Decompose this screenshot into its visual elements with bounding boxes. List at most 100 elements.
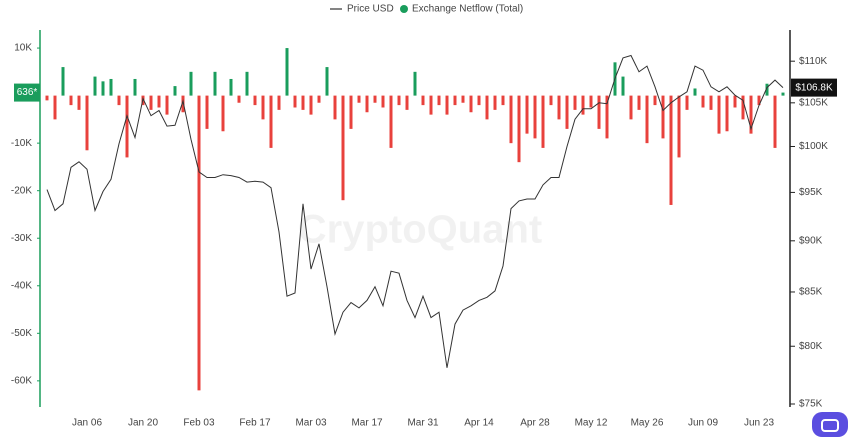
bar	[493, 95, 497, 110]
bar	[733, 95, 737, 108]
bar	[125, 95, 129, 158]
bar	[653, 95, 657, 106]
bar	[645, 95, 649, 144]
y2-tick-label: $95K	[799, 187, 823, 198]
bar	[77, 95, 81, 110]
y2-tick-label: $105K	[799, 97, 828, 108]
last-price-box	[791, 78, 837, 97]
legend-label: Exchange Netflow (Total)	[412, 4, 523, 15]
bar	[717, 95, 721, 134]
bar	[341, 95, 345, 201]
bar	[597, 95, 601, 129]
x-tick-label: Mar 17	[351, 418, 383, 429]
bar	[589, 95, 593, 108]
bar	[661, 95, 665, 139]
x-tick-label: Jan 20	[128, 418, 158, 429]
last-value-label: 636*	[17, 87, 38, 98]
bar	[317, 95, 321, 103]
bar	[517, 95, 521, 163]
bar	[621, 76, 625, 96]
x-tick-label: Feb 17	[239, 418, 271, 429]
bar	[157, 95, 161, 108]
bar	[581, 95, 585, 115]
bar	[725, 95, 729, 132]
bar	[309, 95, 313, 115]
chat-button[interactable]	[812, 412, 848, 437]
x-tick-label: Mar 03	[295, 418, 327, 429]
bar	[541, 95, 545, 148]
y2-tick-label: $100K	[799, 141, 828, 152]
x-tick-label: Jun 23	[744, 418, 774, 429]
y2-tick-label: $110K	[799, 56, 828, 67]
bar	[565, 95, 569, 129]
bar	[533, 95, 537, 139]
price-line	[46, 54, 784, 368]
bar	[365, 95, 369, 113]
y-tick-label: -10K	[11, 138, 32, 149]
bar	[549, 95, 553, 106]
bar	[301, 95, 305, 110]
bar	[397, 95, 401, 106]
bar	[253, 95, 257, 106]
y-tick-label: -20K	[11, 185, 32, 196]
bar	[477, 95, 481, 106]
bar	[325, 67, 329, 96]
bar	[709, 95, 713, 110]
bar	[557, 95, 561, 120]
bar	[85, 95, 89, 151]
x-tick-label: May 12	[575, 418, 608, 429]
bar	[165, 95, 169, 115]
bar	[53, 95, 57, 120]
y2-tick-label: $85K	[799, 287, 823, 298]
bar	[445, 95, 449, 115]
bar	[189, 71, 193, 96]
y-tick-label: -60K	[11, 375, 32, 386]
bar	[45, 95, 49, 101]
bar	[437, 95, 441, 106]
bar	[509, 95, 513, 144]
bar	[685, 95, 689, 110]
bar	[109, 78, 113, 96]
bar	[573, 95, 577, 110]
bar	[133, 78, 137, 96]
bar	[765, 83, 769, 96]
bar	[421, 95, 425, 106]
bar	[69, 95, 73, 106]
bar	[405, 95, 409, 110]
bar	[277, 95, 281, 110]
bar	[501, 95, 505, 106]
bar	[381, 95, 385, 108]
bar	[469, 95, 473, 113]
bar	[677, 95, 681, 158]
x-tick-label: May 26	[631, 418, 664, 429]
bar	[173, 86, 177, 96]
bar	[669, 95, 673, 205]
bar	[181, 95, 185, 113]
bar	[749, 95, 753, 134]
legend-label: Price USD	[347, 4, 394, 15]
watermark: CryptoQuant	[298, 208, 542, 252]
y2-tick-label: $90K	[799, 235, 823, 246]
bar	[701, 95, 705, 108]
bar	[285, 48, 289, 96]
bar	[757, 95, 761, 106]
bar	[741, 95, 745, 120]
bar	[693, 88, 697, 96]
bar	[269, 95, 273, 148]
x-tick-label: Jan 06	[72, 418, 102, 429]
bar	[373, 95, 377, 103]
bar	[429, 95, 433, 115]
bar	[461, 95, 465, 103]
bar	[629, 95, 633, 120]
y-tick-label: -30K	[11, 233, 32, 244]
bar	[149, 95, 153, 110]
y2-tick-label: $75K	[799, 399, 823, 410]
bar	[197, 95, 201, 391]
x-tick-label: Apr 14	[464, 418, 494, 429]
bar	[61, 67, 65, 96]
y-tick-label: -40K	[11, 280, 32, 291]
x-tick-label: Apr 28	[520, 418, 550, 429]
x-tick-label: Mar 31	[407, 418, 439, 429]
bar	[357, 95, 361, 103]
